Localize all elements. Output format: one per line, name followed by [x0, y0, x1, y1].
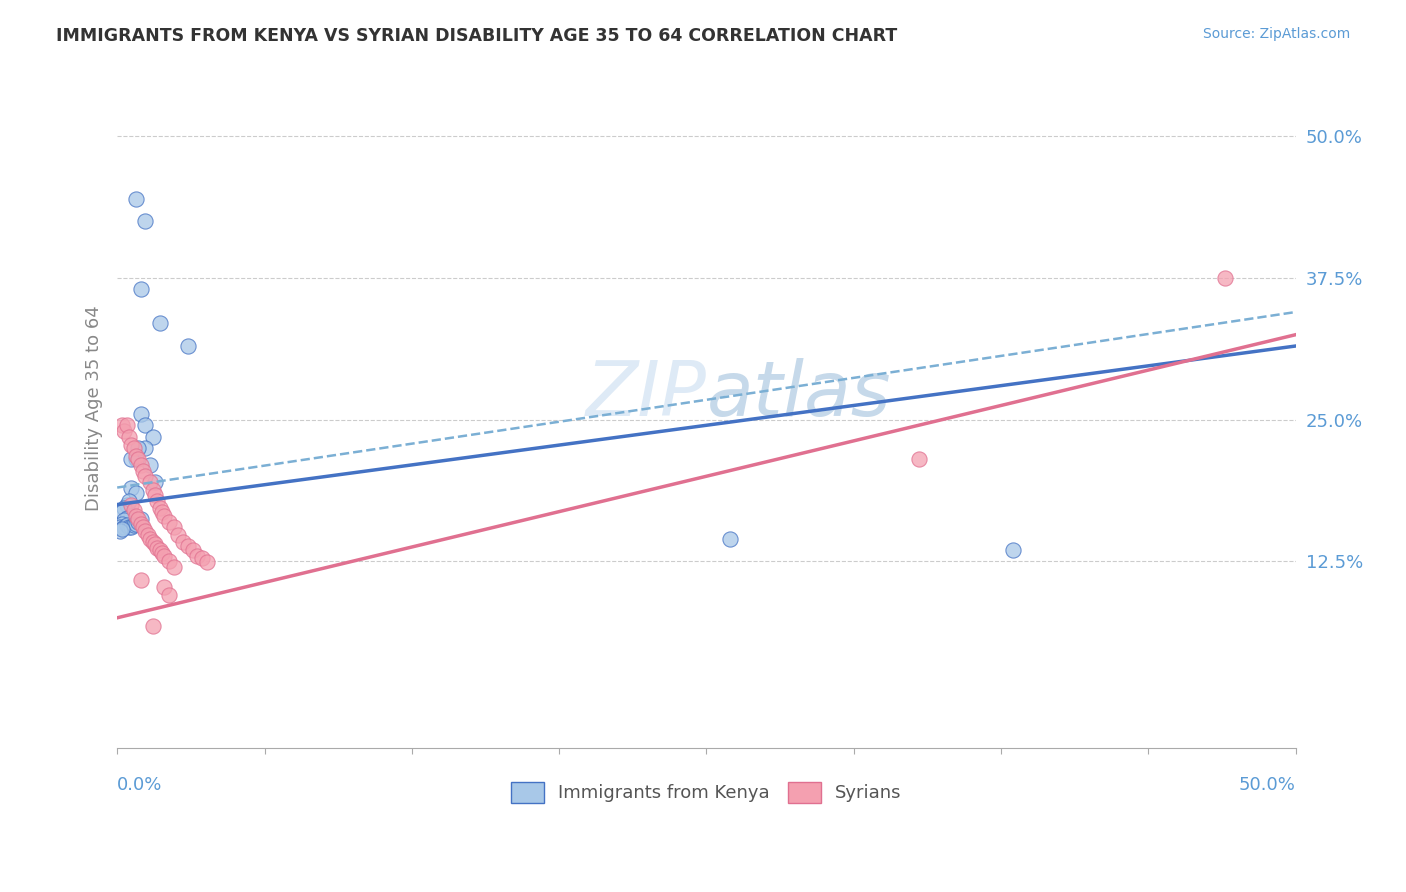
Point	[112, 500, 135, 515]
Point	[134, 441, 156, 455]
Point	[153, 508, 176, 523]
Point	[150, 506, 173, 520]
Point	[120, 498, 142, 512]
Point	[129, 574, 152, 588]
Point	[122, 517, 145, 532]
Point	[118, 520, 141, 534]
Point	[125, 452, 148, 467]
Point	[718, 532, 741, 546]
Text: 0.0%: 0.0%	[117, 776, 163, 795]
Point	[143, 488, 166, 502]
Point	[149, 316, 172, 330]
Point	[132, 520, 155, 534]
Point	[139, 475, 162, 489]
Point	[134, 418, 156, 433]
Point	[120, 508, 142, 523]
Point	[111, 418, 134, 433]
Point	[157, 588, 180, 602]
Point	[125, 508, 148, 523]
Point	[186, 549, 208, 563]
Point	[129, 458, 152, 472]
Point	[167, 528, 190, 542]
Point	[149, 542, 172, 557]
Point	[146, 541, 169, 555]
Point	[177, 339, 200, 353]
Point	[129, 407, 152, 421]
Point	[134, 214, 156, 228]
Point	[141, 483, 163, 497]
Point	[127, 452, 149, 467]
Text: atlas: atlas	[706, 358, 891, 432]
Point	[1213, 271, 1236, 285]
Point	[141, 618, 163, 632]
Point	[139, 532, 162, 546]
Y-axis label: Disability Age 35 to 64: Disability Age 35 to 64	[86, 305, 103, 511]
Point	[111, 516, 134, 531]
Point	[195, 555, 218, 569]
Point	[115, 511, 138, 525]
Point	[125, 516, 148, 531]
Point	[118, 494, 141, 508]
Point	[127, 515, 149, 529]
Point	[127, 441, 149, 455]
Text: 50.0%: 50.0%	[1239, 776, 1296, 795]
Point	[125, 192, 148, 206]
Point	[108, 524, 131, 538]
Point	[153, 580, 176, 594]
Point	[122, 441, 145, 455]
Point	[125, 449, 148, 463]
Point	[115, 418, 138, 433]
Point	[118, 429, 141, 443]
Point	[122, 503, 145, 517]
Point	[157, 515, 180, 529]
Point	[141, 535, 163, 549]
Point	[1001, 542, 1024, 557]
Point	[108, 520, 131, 534]
Point	[146, 494, 169, 508]
Point	[163, 520, 186, 534]
Point	[157, 554, 180, 568]
Legend: Immigrants from Kenya, Syrians: Immigrants from Kenya, Syrians	[501, 772, 912, 814]
Point	[143, 537, 166, 551]
Point	[120, 520, 142, 534]
Point	[149, 500, 172, 515]
Point	[143, 475, 166, 489]
Point	[172, 535, 194, 549]
Point	[111, 523, 134, 537]
Point	[129, 516, 152, 531]
Point	[132, 464, 155, 478]
Point	[191, 550, 214, 565]
Point	[150, 546, 173, 560]
Point	[153, 549, 176, 563]
Point	[127, 512, 149, 526]
Point	[141, 429, 163, 443]
Point	[115, 498, 138, 512]
Point	[120, 452, 142, 467]
Point	[134, 524, 156, 538]
Point	[115, 517, 138, 532]
Point	[111, 506, 134, 520]
Text: ZIP: ZIP	[586, 358, 706, 432]
Point	[177, 540, 200, 554]
Point	[112, 520, 135, 534]
Point	[136, 528, 159, 542]
Point	[134, 469, 156, 483]
Point	[163, 559, 186, 574]
Point	[112, 424, 135, 438]
Point	[907, 452, 929, 467]
Point	[129, 512, 152, 526]
Text: Source: ZipAtlas.com: Source: ZipAtlas.com	[1202, 27, 1350, 41]
Point	[112, 513, 135, 527]
Point	[139, 458, 162, 472]
Point	[129, 282, 152, 296]
Point	[181, 542, 204, 557]
Text: IMMIGRANTS FROM KENYA VS SYRIAN DISABILITY AGE 35 TO 64 CORRELATION CHART: IMMIGRANTS FROM KENYA VS SYRIAN DISABILI…	[56, 27, 897, 45]
Point	[122, 512, 145, 526]
Point	[120, 437, 142, 451]
Point	[125, 486, 148, 500]
Point	[120, 481, 142, 495]
